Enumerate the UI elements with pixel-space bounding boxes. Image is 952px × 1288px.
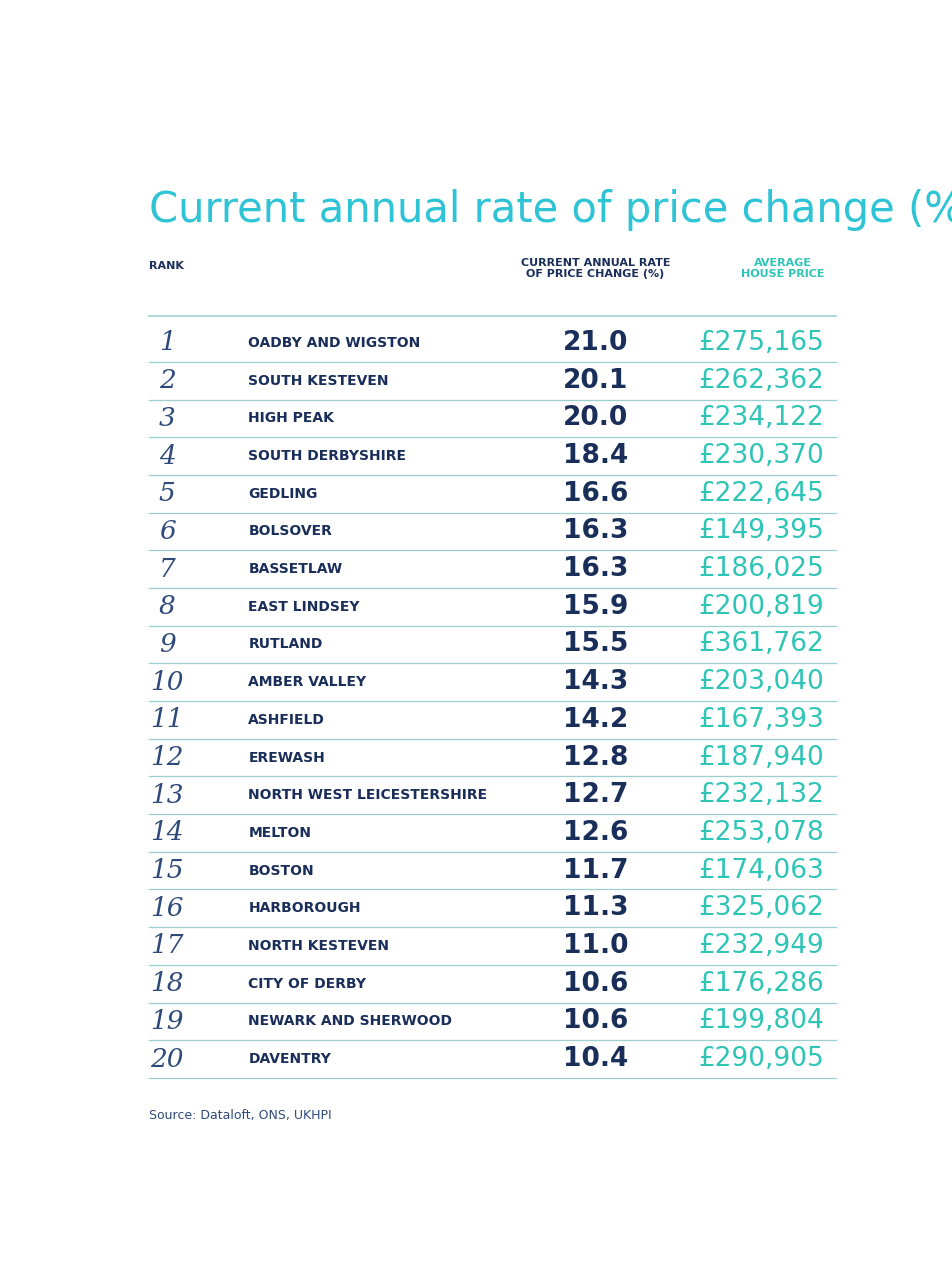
Text: CITY OF DERBY: CITY OF DERBY [248,976,366,990]
Text: £186,025: £186,025 [698,556,823,582]
Text: 12.7: 12.7 [563,782,627,809]
Text: 17: 17 [150,934,184,958]
Text: 3: 3 [159,406,175,431]
Text: 15.9: 15.9 [563,594,627,620]
Text: 14.2: 14.2 [563,707,627,733]
Text: 11.7: 11.7 [563,858,627,884]
Text: BOSTON: BOSTON [248,864,313,877]
Text: £174,063: £174,063 [698,858,823,884]
Text: 14.3: 14.3 [563,670,627,696]
Text: £253,078: £253,078 [698,820,823,846]
Text: 16.6: 16.6 [563,480,627,506]
Text: 11: 11 [150,707,184,733]
Text: 10.6: 10.6 [563,971,627,997]
Text: MELTON: MELTON [248,826,311,840]
Text: 10.6: 10.6 [563,1009,627,1034]
Text: 20.1: 20.1 [563,367,627,394]
Text: 12.6: 12.6 [563,820,627,846]
Text: 14: 14 [150,820,184,845]
Text: Current annual rate of price change (%): Current annual rate of price change (%) [149,189,952,232]
Text: NEWARK AND SHERWOOD: NEWARK AND SHERWOOD [248,1015,452,1028]
Text: EAST LINDSEY: EAST LINDSEY [248,600,360,614]
Text: 11.3: 11.3 [563,895,627,921]
Text: £232,132: £232,132 [698,782,823,809]
Text: BASSETLAW: BASSETLAW [248,562,342,576]
Text: HIGH PEAK: HIGH PEAK [248,411,334,425]
Text: OADBY AND WIGSTON: OADBY AND WIGSTON [248,336,420,350]
Text: Source: Dataloft, ONS, UKHPI: Source: Dataloft, ONS, UKHPI [149,1109,331,1122]
Text: 20: 20 [150,1047,184,1072]
Text: 21.0: 21.0 [563,330,627,355]
Text: 12: 12 [150,744,184,770]
Text: AVERAGE
HOUSE PRICE: AVERAGE HOUSE PRICE [741,258,823,279]
Text: £325,062: £325,062 [698,895,823,921]
Text: £234,122: £234,122 [698,406,823,431]
Text: 9: 9 [159,632,175,657]
Text: GEDLING: GEDLING [248,487,317,501]
Text: NORTH WEST LEICESTERSHIRE: NORTH WEST LEICESTERSHIRE [248,788,487,802]
Text: 20.0: 20.0 [563,406,627,431]
Text: SOUTH DERBYSHIRE: SOUTH DERBYSHIRE [248,450,406,464]
Text: 1: 1 [159,331,175,355]
Text: 18: 18 [150,971,184,996]
Text: 13: 13 [150,783,184,808]
Text: ASHFIELD: ASHFIELD [248,712,325,726]
Text: £275,165: £275,165 [698,330,823,355]
Text: 12.8: 12.8 [563,744,627,770]
Text: 10.4: 10.4 [563,1046,627,1072]
Text: 10: 10 [150,670,184,694]
Text: 2: 2 [159,368,175,393]
Text: 16.3: 16.3 [563,556,627,582]
Text: £176,286: £176,286 [698,971,823,997]
Text: 16: 16 [150,895,184,921]
Text: £187,940: £187,940 [698,744,823,770]
Text: 8: 8 [159,594,175,620]
Text: 11.0: 11.0 [563,933,627,960]
Text: 6: 6 [159,519,175,544]
Text: 15.5: 15.5 [563,631,627,657]
Text: £199,804: £199,804 [698,1009,823,1034]
Text: £149,395: £149,395 [698,519,823,545]
Text: £167,393: £167,393 [698,707,823,733]
Text: £361,762: £361,762 [698,631,823,657]
Text: £200,819: £200,819 [698,594,823,620]
Text: £232,949: £232,949 [698,933,823,960]
Text: £290,905: £290,905 [698,1046,823,1072]
Text: 15: 15 [150,858,184,884]
Text: £203,040: £203,040 [698,670,823,696]
Text: 7: 7 [159,556,175,582]
Text: 19: 19 [150,1009,184,1034]
Text: £222,645: £222,645 [698,480,823,506]
Text: NORTH KESTEVEN: NORTH KESTEVEN [248,939,389,953]
Text: BOLSOVER: BOLSOVER [248,524,332,538]
Text: HARBOROUGH: HARBOROUGH [248,902,361,916]
Text: RUTLAND: RUTLAND [248,638,323,652]
Text: 18.4: 18.4 [563,443,627,469]
Text: £230,370: £230,370 [698,443,823,469]
Text: CURRENT ANNUAL RATE
OF PRICE CHANGE (%): CURRENT ANNUAL RATE OF PRICE CHANGE (%) [520,258,669,279]
Text: £262,362: £262,362 [698,367,823,394]
Text: EREWASH: EREWASH [248,751,325,765]
Text: DAVENTRY: DAVENTRY [248,1052,331,1066]
Text: RANK: RANK [149,260,184,270]
Text: 16.3: 16.3 [563,519,627,545]
Text: 5: 5 [159,482,175,506]
Text: 4: 4 [159,443,175,469]
Text: AMBER VALLEY: AMBER VALLEY [248,675,367,689]
Text: SOUTH KESTEVEN: SOUTH KESTEVEN [248,374,388,388]
